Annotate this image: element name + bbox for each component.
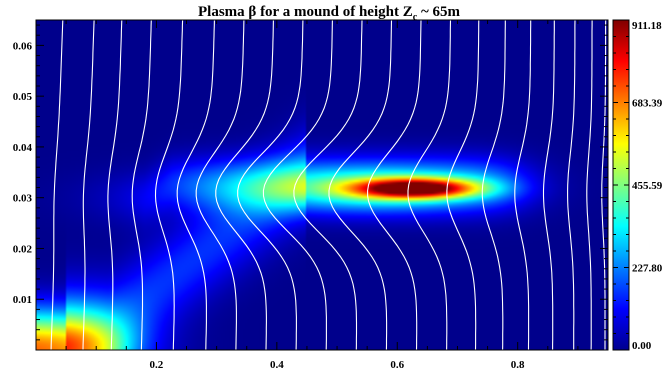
x-tick-label: 0.8 [511, 359, 525, 371]
field-line [514, 20, 532, 350]
plot-frame [35, 19, 609, 351]
field-line [407, 20, 452, 350]
field-line [215, 20, 274, 350]
field-line [237, 20, 304, 350]
y-tick-label: 0.04 [13, 142, 33, 154]
colorbar-tick-label: 0.00 [632, 340, 652, 352]
y-tick-label: 0.02 [13, 243, 33, 255]
x-tick-label: 0.6 [390, 359, 404, 371]
field-line [446, 20, 480, 350]
colorbar-tick-label: 683.39 [632, 97, 663, 109]
y-tick-label: 0.06 [13, 40, 33, 52]
plot-area: 0.2 0.4 0.6 0.8 0.01 0.02 0.03 0.04 0.05 0.06 [13, 19, 609, 371]
y-tick-label: 0.05 [13, 91, 33, 103]
y-tick-label: 0.03 [13, 193, 33, 205]
field-line [542, 20, 555, 350]
x-tick-label: 0.2 [150, 359, 164, 371]
axis-ticks: 0.2 0.4 0.6 0.8 0.01 0.02 0.03 0.04 0.05 0.06 [13, 20, 608, 371]
field-line [82, 20, 95, 350]
field-line [262, 20, 333, 350]
field-line [586, 20, 593, 350]
y-tick-label: 0.01 [13, 294, 32, 306]
field-line [481, 20, 506, 350]
colorbar: 911.18 683.39 455.59 227.80 0.00 [612, 19, 663, 352]
field-line [107, 20, 123, 350]
x-tick-label: 0.4 [270, 359, 284, 371]
colorbar-tick-label: 227.80 [632, 262, 663, 274]
field-line [154, 20, 184, 350]
plasma-beta-heatmap [36, 20, 608, 350]
field-line [50, 20, 64, 350]
field-line [601, 20, 607, 350]
field-line [131, 20, 152, 350]
field-line [293, 20, 363, 350]
magnetic-field-lines [50, 20, 607, 350]
field-line [328, 20, 393, 350]
field-line [176, 20, 215, 350]
colorbar-ticks: 911.18 683.39 455.59 227.80 0.00 [613, 19, 663, 352]
field-line [367, 20, 422, 350]
field-line [567, 20, 576, 350]
colorbar-tick-label: 455.59 [632, 180, 663, 192]
field-line [195, 20, 245, 350]
colorbar-tick-label: 911.18 [632, 20, 662, 32]
chart-title: Plasma β for a mound of height Zc ~ 65m [198, 4, 460, 23]
